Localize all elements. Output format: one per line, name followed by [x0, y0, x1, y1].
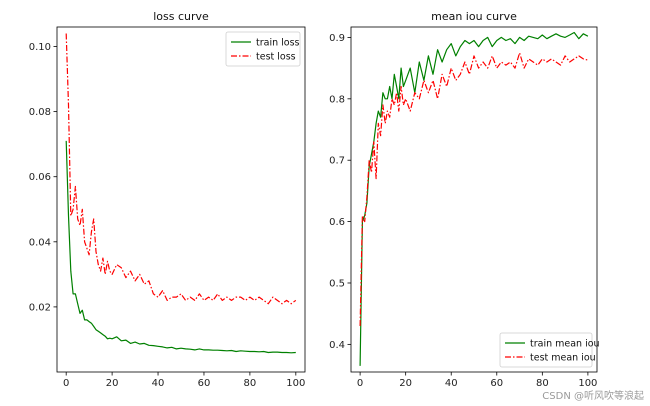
x-tick-label: 20 — [399, 378, 412, 389]
x-tick-label: 60 — [198, 378, 211, 389]
chart-title: mean iou curve — [431, 10, 517, 23]
y-tick-label: 0.9 — [329, 33, 345, 44]
x-tick-label: 40 — [152, 378, 165, 389]
legend-box — [499, 332, 593, 368]
x-tick-label: 80 — [536, 378, 549, 389]
watermark: CSDN @听风吹等浪起 — [542, 391, 644, 402]
legend-label: test mean iou — [530, 353, 596, 364]
legend-label: train mean iou — [530, 339, 600, 350]
y-tick-label: 0.02 — [29, 302, 51, 313]
series-line-test-loss — [65, 33, 297, 305]
chart-2: mean iou curve 0 20 40 60 80 100 0.4 0.5 0.6 0.7 0.… — [329, 10, 599, 389]
x-tick-label: 100 — [286, 378, 305, 389]
y-tick-label: 0.7 — [329, 156, 345, 167]
y-tick-label: 0.8 — [329, 94, 345, 105]
y-tick-label: 0.6 — [329, 217, 345, 228]
x-tick-label: 0 — [357, 378, 363, 389]
x-tick-label: 80 — [244, 378, 257, 389]
plot-frame — [56, 26, 306, 373]
y-tick-label: 0.06 — [29, 172, 51, 183]
chart-1: loss curve 0 20 40 60 80 100 0.02 0.04 0.06 0.08 0.… — [29, 10, 306, 389]
y-tick-label: 0.4 — [329, 340, 345, 351]
x-tick-label: 20 — [106, 378, 119, 389]
plot-frame — [350, 26, 598, 373]
y-tick-label: 0.08 — [29, 107, 51, 118]
legend-label: train loss — [256, 38, 300, 49]
legend: train mean iou test mean iou — [499, 332, 600, 368]
legend-label: test loss — [256, 52, 296, 63]
chart-title: loss curve — [153, 10, 209, 23]
x-tick-label: 0 — [63, 378, 69, 389]
series-line-train-mean-iou — [359, 31, 589, 366]
x-tick-label: 40 — [445, 378, 458, 389]
y-tick-label: 0.04 — [29, 237, 51, 248]
series-line-test-mean-iou — [359, 52, 589, 327]
x-tick-label: 100 — [578, 378, 597, 389]
x-tick-label: 60 — [490, 378, 503, 389]
y-tick-label: 0.10 — [29, 42, 51, 53]
legend-box — [225, 31, 301, 67]
legend: train loss test loss — [225, 31, 301, 67]
series-line-train-loss — [65, 140, 296, 354]
y-tick-label: 0.5 — [329, 278, 345, 289]
